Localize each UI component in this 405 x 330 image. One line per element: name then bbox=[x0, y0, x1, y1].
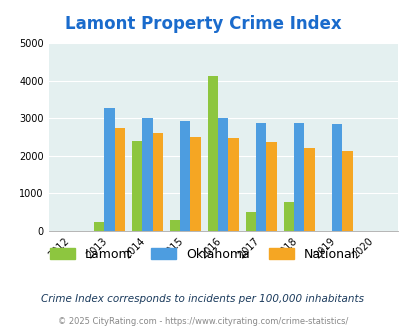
Bar bbox=[114, 128, 124, 231]
Bar bbox=[341, 151, 352, 231]
Bar bbox=[207, 76, 217, 231]
Bar bbox=[283, 202, 293, 231]
Bar bbox=[217, 118, 228, 231]
Text: © 2025 CityRating.com - https://www.cityrating.com/crime-statistics/: © 2025 CityRating.com - https://www.city… bbox=[58, 317, 347, 326]
Text: Crime Index corresponds to incidents per 100,000 inhabitants: Crime Index corresponds to incidents per… bbox=[41, 294, 364, 304]
Bar bbox=[293, 123, 304, 231]
Legend: Lamont, Oklahoma, National: Lamont, Oklahoma, National bbox=[45, 243, 360, 266]
Bar bbox=[304, 148, 314, 231]
Text: Lamont Property Crime Index: Lamont Property Crime Index bbox=[64, 15, 341, 33]
Bar bbox=[94, 222, 104, 231]
Bar bbox=[256, 123, 266, 231]
Bar bbox=[190, 137, 200, 231]
Bar bbox=[104, 108, 114, 231]
Bar bbox=[170, 220, 180, 231]
Bar bbox=[228, 139, 238, 231]
Bar bbox=[142, 118, 152, 231]
Bar bbox=[152, 133, 162, 231]
Bar bbox=[331, 124, 341, 231]
Bar bbox=[132, 141, 142, 231]
Bar bbox=[245, 212, 256, 231]
Bar bbox=[266, 142, 276, 231]
Bar bbox=[180, 121, 190, 231]
